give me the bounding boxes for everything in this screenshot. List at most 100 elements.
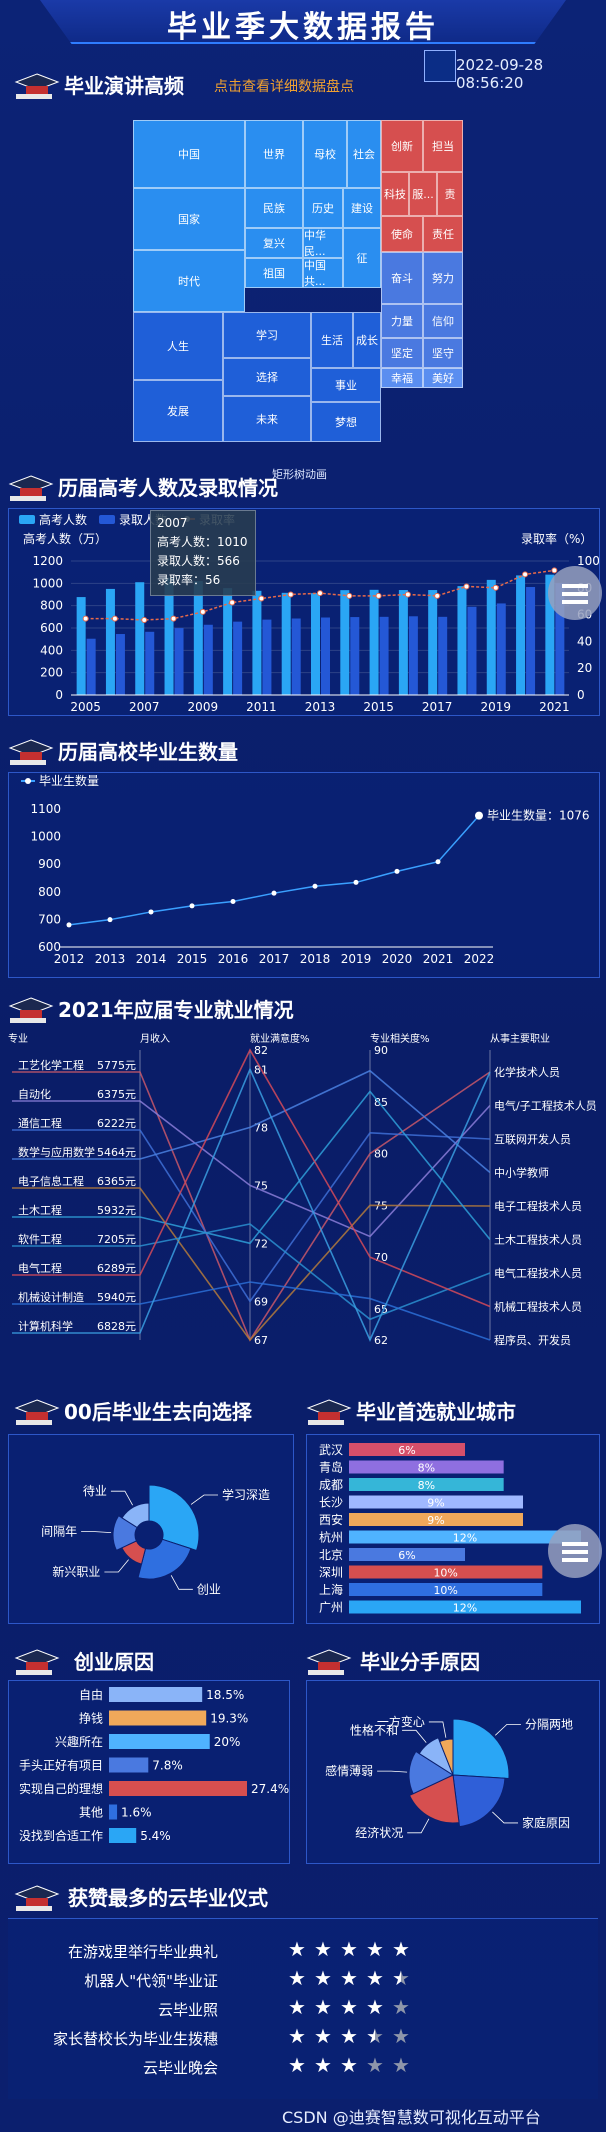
grads-panel: 毕业生数量 600 700 800 900 1000 1100 2012 2013 2014 201… [8, 772, 600, 978]
detail-link[interactable]: 点击查看详细数据盘点 [214, 79, 354, 95]
menu-float-button[interactable] [548, 566, 602, 620]
treemap-cell[interactable]: 社会 [347, 120, 381, 188]
chart-tooltip: 2007 高考人数：1010 录取人数：566 录取率：56 [150, 510, 256, 596]
star-icon: ★ [340, 1966, 358, 1990]
city-label: 广州 [319, 1601, 343, 1615]
treemap-cell[interactable]: 力量 [381, 304, 423, 338]
grads-point [66, 922, 72, 928]
treemap-cell[interactable]: 中华民... [303, 228, 343, 258]
menu-float-button[interactable] [548, 1524, 602, 1578]
treemap-cell[interactable]: 幸福 [381, 368, 423, 388]
treemap-cell[interactable]: 坚定 [381, 338, 423, 368]
gaokao-chart[interactable]: 高考人数录取人数录取率高考人数（万）录取率（%）0200400600800100… [9, 509, 600, 715]
grads-chart[interactable]: 毕业生数量 600 700 800 900 1000 1100 2012 2013 2014 201… [9, 773, 599, 977]
treemap-cell[interactable]: 努力 [423, 252, 463, 304]
major-line [12, 1100, 491, 1238]
treemap-cell[interactable]: 成长 [353, 312, 381, 368]
graduation-cap-icon [306, 1399, 352, 1425]
treemap-cell[interactable]: 学习 [223, 312, 311, 358]
treemap-cell[interactable]: 信仰 [423, 304, 463, 338]
x-tick-label: 2018 [300, 952, 331, 966]
star-icon: ★ [366, 2053, 384, 2077]
treemap-cell[interactable]: 中国 [133, 120, 245, 188]
income-label: 5932元 [97, 1204, 136, 1217]
ceremony-row: 家长替校长为毕业生拨穗 ★ ★ ★ ★ ★ [8, 2024, 598, 2050]
treemap-cell[interactable]: 母校 [303, 120, 347, 188]
treemap[interactable]: 中国 国家 时代 世界 母校 社会民族 历史 建设复兴 中华民... 征祖国 中国共... 人生 发展学… [133, 120, 463, 442]
major-label: 工艺化学工程 [18, 1058, 84, 1072]
legend-label: 高考人数 [39, 512, 87, 527]
treemap-cell[interactable]: 征 [343, 228, 381, 288]
treemap-cell[interactable]: 美好 [423, 368, 463, 388]
treemap-cell[interactable]: 梦想 [311, 402, 381, 442]
star-icon: ★ [314, 1995, 332, 2019]
x-tick-label: 2012 [54, 952, 85, 966]
pie-slice [148, 1484, 200, 1552]
graduation-cap-icon [14, 73, 60, 99]
major-line [12, 1069, 491, 1174]
section-title: 2021年应届专业就业情况 [58, 998, 294, 1022]
startup-chart[interactable]: 自由 18.5% 挣钱 19.3% 兴趣所在 20% 手头正好有项目 7.8% 实现自己的理想 2… [9, 1681, 289, 1863]
treemap-cell[interactable]: 民族 [245, 188, 303, 228]
bar-admit [526, 587, 536, 695]
treemap-cell[interactable]: 历史 [303, 188, 343, 228]
treemap-cell[interactable]: 祖国 [245, 258, 303, 288]
treemap-cell[interactable]: 服... [409, 172, 437, 216]
treemap-cell[interactable]: 责 [437, 172, 463, 216]
treemap-cell[interactable]: 国家 [133, 188, 245, 250]
treemap-cell[interactable]: 选择 [223, 358, 311, 396]
city-label: 北京 [319, 1548, 343, 1562]
bar-admit [174, 628, 184, 695]
income-label: 5775元 [97, 1059, 136, 1072]
occupation-label: 机械工程技术人员 [494, 1300, 582, 1314]
treemap-cell[interactable]: 生活 [311, 312, 353, 368]
major-line [12, 1223, 491, 1321]
ceremony-row: 在游戏里举行毕业典礼 ★ ★ ★ ★ ★ [8, 1937, 598, 1963]
bar-admit [350, 617, 360, 695]
sat-tick: 72 [254, 1237, 268, 1250]
timestamp: 2022-09-28 08:56:20 [456, 56, 544, 92]
treemap-cell[interactable]: 时代 [133, 250, 245, 312]
bar-exam [252, 590, 262, 695]
treemap-cell[interactable]: 坚守 [423, 338, 463, 368]
rate-point [551, 567, 558, 574]
star-icon: ★ [392, 1995, 410, 2019]
treemap-cell[interactable]: 中国共... [303, 258, 343, 288]
x-tick-label: 2013 [305, 700, 336, 714]
bar-admit [86, 638, 96, 695]
menu-icon [562, 584, 588, 588]
treemap-cell[interactable]: 担当 [423, 120, 463, 172]
treemap-cell[interactable]: 未来 [223, 396, 311, 442]
treemap-cell[interactable]: 使命 [381, 216, 423, 252]
treemap-cell[interactable]: 复兴 [245, 228, 303, 258]
section-title: 毕业首选就业城市 [356, 1400, 516, 1424]
reason-bar [109, 1710, 207, 1726]
x-tick-label: 2015 [363, 700, 394, 714]
treemap-cell[interactable]: 发展 [133, 380, 223, 442]
occupation-label: 电气/子工程技术人员 [494, 1099, 597, 1113]
treemap-cell[interactable]: 人生 [133, 312, 223, 380]
reason-value: 27.4% [251, 1782, 289, 1796]
bar-exam [486, 579, 496, 695]
star-icon: ★ [392, 1937, 410, 1961]
x-tick-label: 2019 [480, 700, 511, 714]
treemap-cell[interactable]: 建设 [343, 188, 381, 228]
treemap-cell[interactable]: 奋斗 [381, 252, 423, 304]
cities-chart[interactable]: 武汉 6% 青岛 8% 成都 8% 长沙 9% 西安 9% 杭州 12% 北京 6% 深圳 10% 上海 10% 广… [307, 1435, 599, 1623]
gaokao-panel: 高考人数录取人数录取率高考人数（万）录取率（%）0200400600800100… [8, 508, 600, 716]
tooltip-line: 录取率：56 [157, 573, 221, 587]
treemap-cell[interactable]: 世界 [245, 120, 303, 188]
axis-header: 专业 [8, 1032, 28, 1045]
x-tick-label: 2020 [382, 952, 413, 966]
majors-chart[interactable]: 专业 月收入 就业满意度% 专业相关度% 从事主要职业82817875726967908… [0, 1028, 606, 1366]
treemap-cell[interactable]: 事业 [311, 368, 381, 402]
treemap-cell[interactable]: 科技 [381, 172, 409, 216]
treemap-cell[interactable]: 创新 [381, 120, 423, 172]
bar-exam [545, 574, 555, 695]
direction-panel: 学习深造 创业 新兴职业 间隔年 待业 [8, 1434, 294, 1624]
treemap-cell[interactable]: 责任 [423, 216, 463, 252]
major-label: 土木工程 [18, 1204, 62, 1217]
y-axis-label: 高考人数（万） [23, 531, 107, 546]
